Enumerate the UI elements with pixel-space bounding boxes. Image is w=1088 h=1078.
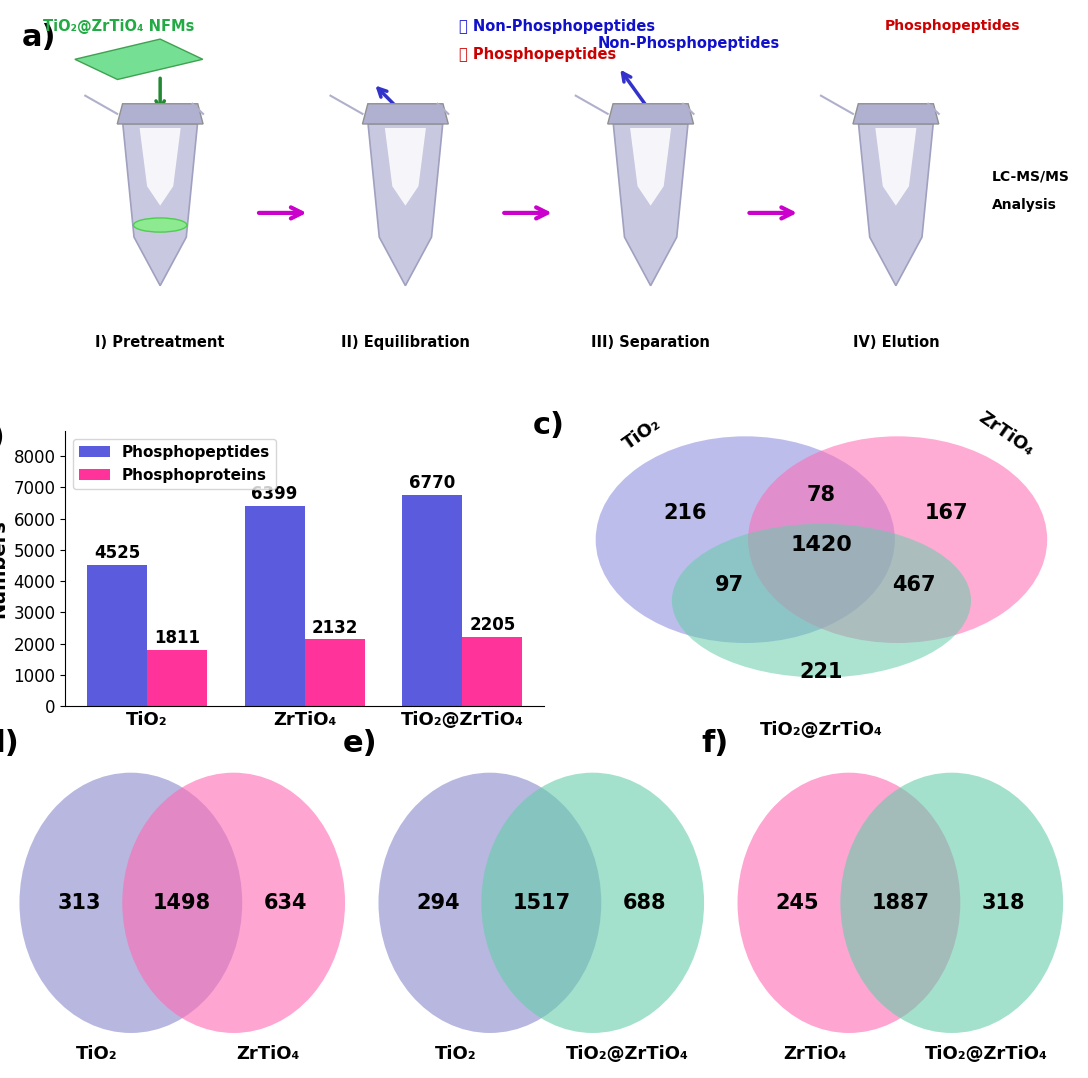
Text: ZrTiO₄: ZrTiO₄	[975, 409, 1038, 459]
Polygon shape	[75, 39, 202, 80]
Text: TiO₂@ZrTiO₄ NFMs: TiO₂@ZrTiO₄ NFMs	[42, 18, 195, 33]
Polygon shape	[139, 128, 181, 206]
Text: TiO₂: TiO₂	[620, 414, 664, 453]
Text: ZrTiO₄: ZrTiO₄	[236, 1045, 299, 1063]
Text: b): b)	[0, 423, 5, 452]
Text: ZrTiO₄: ZrTiO₄	[783, 1045, 846, 1063]
Text: III) Separation: III) Separation	[591, 335, 710, 349]
Text: Phosphopeptides: Phosphopeptides	[886, 18, 1021, 32]
Text: 1498: 1498	[153, 893, 211, 913]
Text: 216: 216	[664, 503, 707, 523]
Polygon shape	[608, 103, 693, 124]
Text: TiO₂@ZrTiO₄: TiO₂@ZrTiO₄	[761, 721, 882, 740]
Bar	[462, 637, 522, 706]
Ellipse shape	[20, 773, 243, 1033]
Text: II) Equilibration: II) Equilibration	[341, 335, 470, 349]
Text: ✨ Phosphopeptides: ✨ Phosphopeptides	[459, 47, 616, 63]
Text: 2205: 2205	[469, 617, 516, 634]
Text: 1811: 1811	[153, 628, 200, 647]
Ellipse shape	[672, 524, 972, 677]
Polygon shape	[118, 103, 203, 124]
Ellipse shape	[379, 773, 602, 1033]
Polygon shape	[385, 128, 425, 206]
Polygon shape	[368, 124, 443, 286]
Bar	[245, 507, 305, 706]
Text: Analysis: Analysis	[992, 198, 1056, 212]
Polygon shape	[853, 103, 939, 124]
Text: 97: 97	[715, 575, 743, 595]
Text: TiO₂@ZrTiO₄: TiO₂@ZrTiO₄	[925, 1045, 1048, 1063]
Polygon shape	[630, 128, 671, 206]
Ellipse shape	[596, 437, 894, 642]
Ellipse shape	[840, 773, 1063, 1033]
Polygon shape	[362, 103, 448, 124]
Text: a): a)	[22, 23, 57, 52]
Text: f): f)	[702, 729, 729, 758]
Text: ✨ Non-Phosphopeptides: ✨ Non-Phosphopeptides	[459, 18, 655, 33]
Text: 313: 313	[58, 893, 101, 913]
Text: 688: 688	[622, 893, 666, 913]
Text: 167: 167	[925, 503, 968, 523]
Text: d): d)	[0, 729, 20, 758]
Text: 2132: 2132	[311, 619, 358, 637]
Bar	[305, 639, 364, 706]
Polygon shape	[876, 128, 916, 206]
Ellipse shape	[749, 437, 1047, 642]
Text: 6399: 6399	[251, 485, 298, 503]
Polygon shape	[614, 124, 688, 286]
Polygon shape	[123, 124, 197, 286]
Text: Non-Phosphopeptides: Non-Phosphopeptides	[597, 36, 780, 51]
Text: 1420: 1420	[791, 535, 852, 555]
Text: 1517: 1517	[512, 893, 570, 913]
Text: 4525: 4525	[94, 544, 140, 562]
Text: IV) Elution: IV) Elution	[853, 335, 939, 349]
Ellipse shape	[134, 218, 187, 232]
Text: 467: 467	[892, 575, 936, 595]
Text: TiO₂@ZrTiO₄: TiO₂@ZrTiO₄	[566, 1045, 689, 1063]
Text: 294: 294	[417, 893, 460, 913]
Text: 634: 634	[263, 893, 307, 913]
Bar	[147, 650, 207, 706]
Text: 1887: 1887	[871, 893, 929, 913]
Text: 78: 78	[807, 485, 836, 505]
Text: e): e)	[343, 729, 378, 758]
Ellipse shape	[122, 773, 345, 1033]
Polygon shape	[858, 124, 934, 286]
Text: I) Pretreatment: I) Pretreatment	[96, 335, 225, 349]
Legend: Phosphopeptides, Phosphoproteins: Phosphopeptides, Phosphoproteins	[73, 439, 276, 488]
Text: LC-MS/MS: LC-MS/MS	[992, 169, 1070, 183]
Ellipse shape	[738, 773, 961, 1033]
Text: TiO₂: TiO₂	[435, 1045, 477, 1063]
Ellipse shape	[481, 773, 704, 1033]
Text: 6770: 6770	[409, 474, 456, 492]
Bar	[403, 495, 462, 706]
Bar	[87, 565, 147, 706]
Y-axis label: Numbers: Numbers	[0, 520, 8, 618]
Text: 318: 318	[981, 893, 1025, 913]
Text: 221: 221	[800, 662, 843, 682]
Text: 245: 245	[776, 893, 819, 913]
Text: c): c)	[533, 411, 565, 440]
Text: TiO₂: TiO₂	[76, 1045, 118, 1063]
